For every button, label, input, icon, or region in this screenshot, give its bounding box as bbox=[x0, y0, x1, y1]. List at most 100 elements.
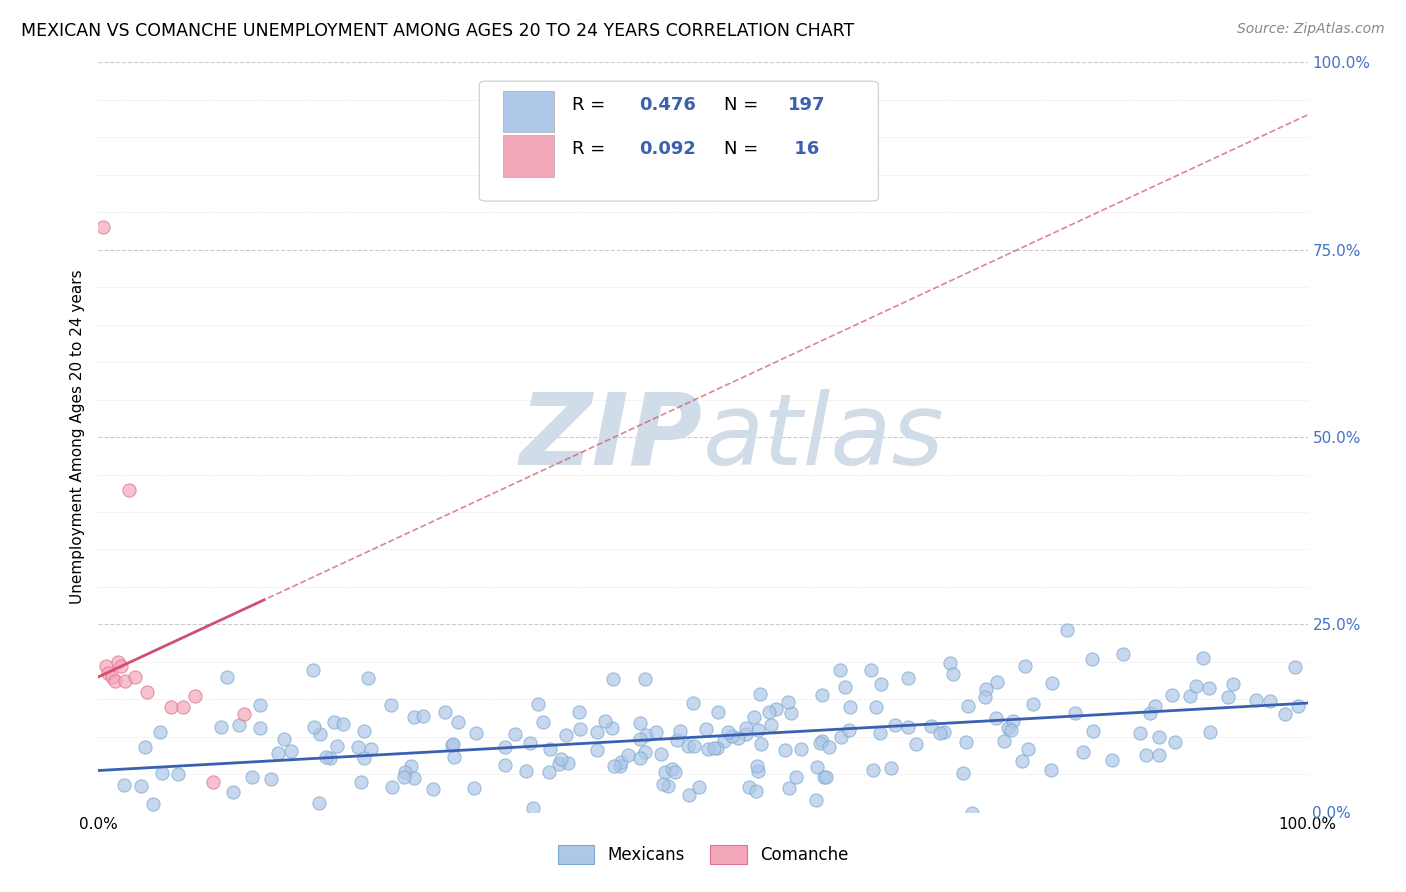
Point bbox=[628, 751, 651, 765]
Point bbox=[811, 688, 834, 702]
Point bbox=[531, 714, 554, 729]
Point bbox=[319, 751, 342, 765]
Point bbox=[519, 736, 541, 750]
Text: 16: 16 bbox=[787, 140, 818, 158]
Point bbox=[896, 671, 918, 685]
Point bbox=[402, 710, 425, 724]
Point bbox=[810, 736, 832, 750]
Point bbox=[678, 788, 700, 802]
Point bbox=[884, 718, 907, 732]
Point bbox=[412, 709, 434, 723]
Point bbox=[974, 682, 997, 697]
Point bbox=[738, 780, 761, 794]
Point bbox=[813, 771, 835, 785]
Point bbox=[124, 670, 146, 684]
Point bbox=[602, 673, 624, 687]
Point bbox=[172, 699, 194, 714]
Point bbox=[735, 727, 758, 741]
Point bbox=[107, 655, 129, 669]
Point bbox=[1284, 660, 1306, 674]
Point bbox=[527, 697, 550, 711]
Point bbox=[1180, 689, 1202, 703]
Point bbox=[1286, 699, 1309, 714]
Point bbox=[628, 715, 651, 730]
Point bbox=[515, 764, 537, 778]
Point bbox=[422, 782, 444, 797]
Point bbox=[554, 728, 576, 742]
Point bbox=[394, 764, 416, 779]
Point bbox=[696, 741, 718, 756]
Point bbox=[1000, 723, 1022, 737]
Text: ZIP: ZIP bbox=[520, 389, 703, 485]
Point bbox=[960, 805, 983, 820]
Point bbox=[661, 763, 683, 777]
Point bbox=[332, 717, 354, 731]
Point bbox=[547, 757, 569, 772]
Point bbox=[602, 759, 624, 773]
Point bbox=[142, 797, 165, 811]
Text: 0.476: 0.476 bbox=[638, 96, 696, 114]
Point bbox=[463, 780, 485, 795]
Point bbox=[1112, 648, 1135, 662]
Point bbox=[1218, 690, 1240, 704]
Point bbox=[1185, 679, 1208, 693]
Point bbox=[806, 760, 828, 774]
FancyBboxPatch shape bbox=[479, 81, 879, 201]
Point bbox=[1147, 747, 1170, 762]
Point bbox=[683, 739, 706, 753]
Text: 0.092: 0.092 bbox=[638, 140, 696, 158]
Point bbox=[1143, 698, 1166, 713]
Point bbox=[765, 702, 787, 716]
Point bbox=[634, 672, 657, 686]
Text: Source: ZipAtlas.com: Source: ZipAtlas.com bbox=[1237, 22, 1385, 37]
Point bbox=[838, 723, 860, 737]
Point bbox=[538, 741, 561, 756]
Point bbox=[997, 721, 1019, 735]
Point bbox=[929, 726, 952, 740]
Point bbox=[91, 220, 114, 235]
Point bbox=[703, 741, 725, 756]
Point bbox=[380, 698, 402, 713]
Point bbox=[780, 706, 803, 720]
Point bbox=[166, 767, 188, 781]
Point bbox=[443, 750, 465, 764]
Point bbox=[586, 743, 609, 757]
Point bbox=[634, 745, 657, 759]
Point bbox=[834, 680, 856, 694]
Point bbox=[652, 777, 675, 791]
Point bbox=[353, 723, 375, 738]
Point bbox=[464, 726, 486, 740]
Point bbox=[1274, 706, 1296, 721]
Point bbox=[347, 740, 370, 755]
Point bbox=[600, 721, 623, 735]
Point bbox=[1135, 748, 1157, 763]
Point bbox=[381, 780, 404, 794]
Point bbox=[1071, 745, 1094, 759]
Point bbox=[628, 732, 651, 747]
Point bbox=[1139, 706, 1161, 720]
Point bbox=[249, 698, 271, 713]
Point bbox=[665, 732, 688, 747]
Point bbox=[789, 742, 811, 756]
Point bbox=[749, 737, 772, 751]
Point bbox=[713, 733, 735, 747]
Point bbox=[869, 726, 891, 740]
Point bbox=[1161, 688, 1184, 702]
Point bbox=[149, 725, 172, 739]
Point bbox=[228, 718, 250, 732]
Point bbox=[1129, 726, 1152, 740]
Point bbox=[434, 706, 457, 720]
Point bbox=[1039, 764, 1062, 778]
Point bbox=[308, 796, 330, 810]
Point bbox=[610, 755, 633, 769]
Point bbox=[811, 734, 834, 748]
Point bbox=[1014, 658, 1036, 673]
Point bbox=[209, 720, 232, 734]
Text: N =: N = bbox=[724, 96, 763, 114]
Point bbox=[503, 727, 526, 741]
Point bbox=[758, 705, 780, 719]
Point bbox=[830, 731, 852, 745]
Point bbox=[747, 723, 769, 738]
Point bbox=[349, 775, 371, 789]
Point bbox=[134, 740, 156, 755]
